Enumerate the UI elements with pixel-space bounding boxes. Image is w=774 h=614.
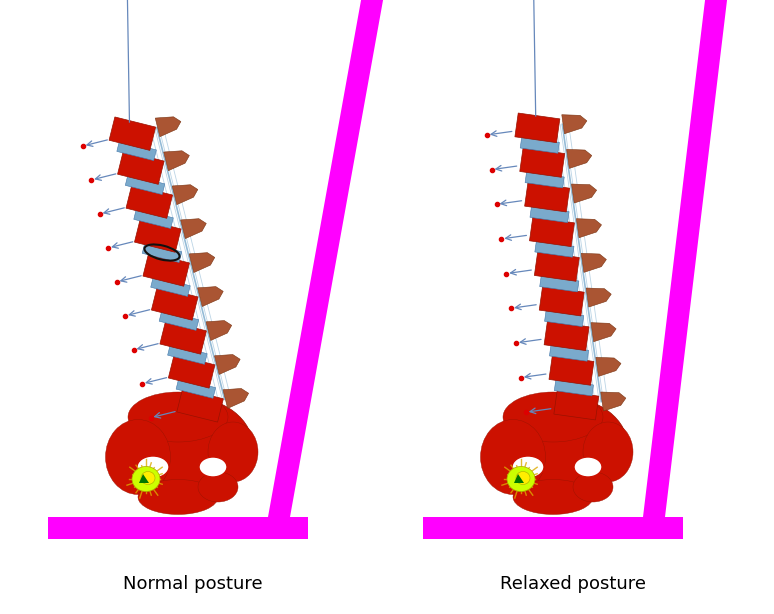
Polygon shape	[515, 113, 560, 142]
Polygon shape	[206, 321, 231, 340]
Polygon shape	[567, 149, 592, 168]
Polygon shape	[134, 209, 173, 228]
Ellipse shape	[583, 422, 633, 482]
Ellipse shape	[507, 467, 535, 491]
Polygon shape	[176, 378, 216, 398]
Ellipse shape	[198, 472, 238, 502]
Polygon shape	[549, 356, 594, 385]
Polygon shape	[571, 184, 597, 203]
Polygon shape	[152, 287, 198, 320]
Ellipse shape	[573, 472, 613, 502]
Polygon shape	[596, 357, 621, 376]
Ellipse shape	[123, 397, 253, 497]
Polygon shape	[172, 185, 198, 204]
Polygon shape	[142, 243, 182, 262]
Polygon shape	[520, 148, 565, 177]
Ellipse shape	[138, 480, 218, 515]
Polygon shape	[550, 345, 588, 361]
Polygon shape	[214, 354, 240, 375]
Polygon shape	[223, 389, 248, 408]
Polygon shape	[520, 137, 560, 154]
Polygon shape	[530, 206, 569, 223]
Polygon shape	[159, 311, 199, 330]
Polygon shape	[125, 174, 165, 195]
Bar	[48, 517, 308, 539]
Polygon shape	[139, 474, 149, 483]
Polygon shape	[525, 172, 564, 188]
Polygon shape	[118, 151, 164, 184]
Polygon shape	[160, 321, 207, 354]
Polygon shape	[539, 286, 584, 316]
Polygon shape	[581, 254, 606, 273]
Polygon shape	[268, 0, 385, 517]
Polygon shape	[544, 321, 589, 351]
Polygon shape	[143, 253, 190, 286]
Polygon shape	[525, 182, 570, 212]
Ellipse shape	[503, 392, 603, 442]
Ellipse shape	[132, 467, 160, 491]
Polygon shape	[591, 323, 616, 341]
Polygon shape	[176, 389, 224, 422]
Polygon shape	[539, 276, 579, 292]
Ellipse shape	[208, 422, 258, 482]
Ellipse shape	[512, 456, 544, 478]
Polygon shape	[529, 217, 574, 247]
Polygon shape	[643, 0, 728, 517]
Polygon shape	[126, 185, 173, 219]
Polygon shape	[534, 252, 579, 281]
Ellipse shape	[137, 456, 169, 478]
Polygon shape	[197, 287, 223, 306]
Polygon shape	[535, 241, 574, 257]
Ellipse shape	[141, 472, 155, 484]
Polygon shape	[554, 391, 599, 420]
Ellipse shape	[498, 397, 628, 497]
Polygon shape	[189, 252, 214, 273]
Polygon shape	[151, 276, 190, 297]
Polygon shape	[109, 117, 156, 150]
Polygon shape	[164, 151, 190, 171]
Ellipse shape	[516, 472, 530, 484]
Polygon shape	[554, 379, 594, 396]
Ellipse shape	[128, 392, 228, 442]
Text: Normal posture: Normal posture	[123, 575, 263, 593]
Polygon shape	[562, 115, 587, 134]
Bar	[423, 517, 683, 539]
Text: Relaxed posture: Relaxed posture	[500, 575, 646, 593]
Polygon shape	[117, 141, 156, 161]
Ellipse shape	[513, 480, 593, 515]
Ellipse shape	[105, 419, 170, 494]
Polygon shape	[180, 219, 207, 239]
Polygon shape	[156, 117, 181, 137]
Polygon shape	[135, 219, 181, 252]
Polygon shape	[545, 311, 584, 327]
Polygon shape	[168, 344, 207, 364]
Polygon shape	[601, 392, 626, 411]
Polygon shape	[169, 355, 215, 388]
Ellipse shape	[481, 419, 546, 494]
Polygon shape	[586, 288, 611, 307]
Polygon shape	[577, 219, 601, 238]
Ellipse shape	[199, 457, 227, 477]
Polygon shape	[514, 474, 524, 483]
Ellipse shape	[574, 457, 602, 477]
